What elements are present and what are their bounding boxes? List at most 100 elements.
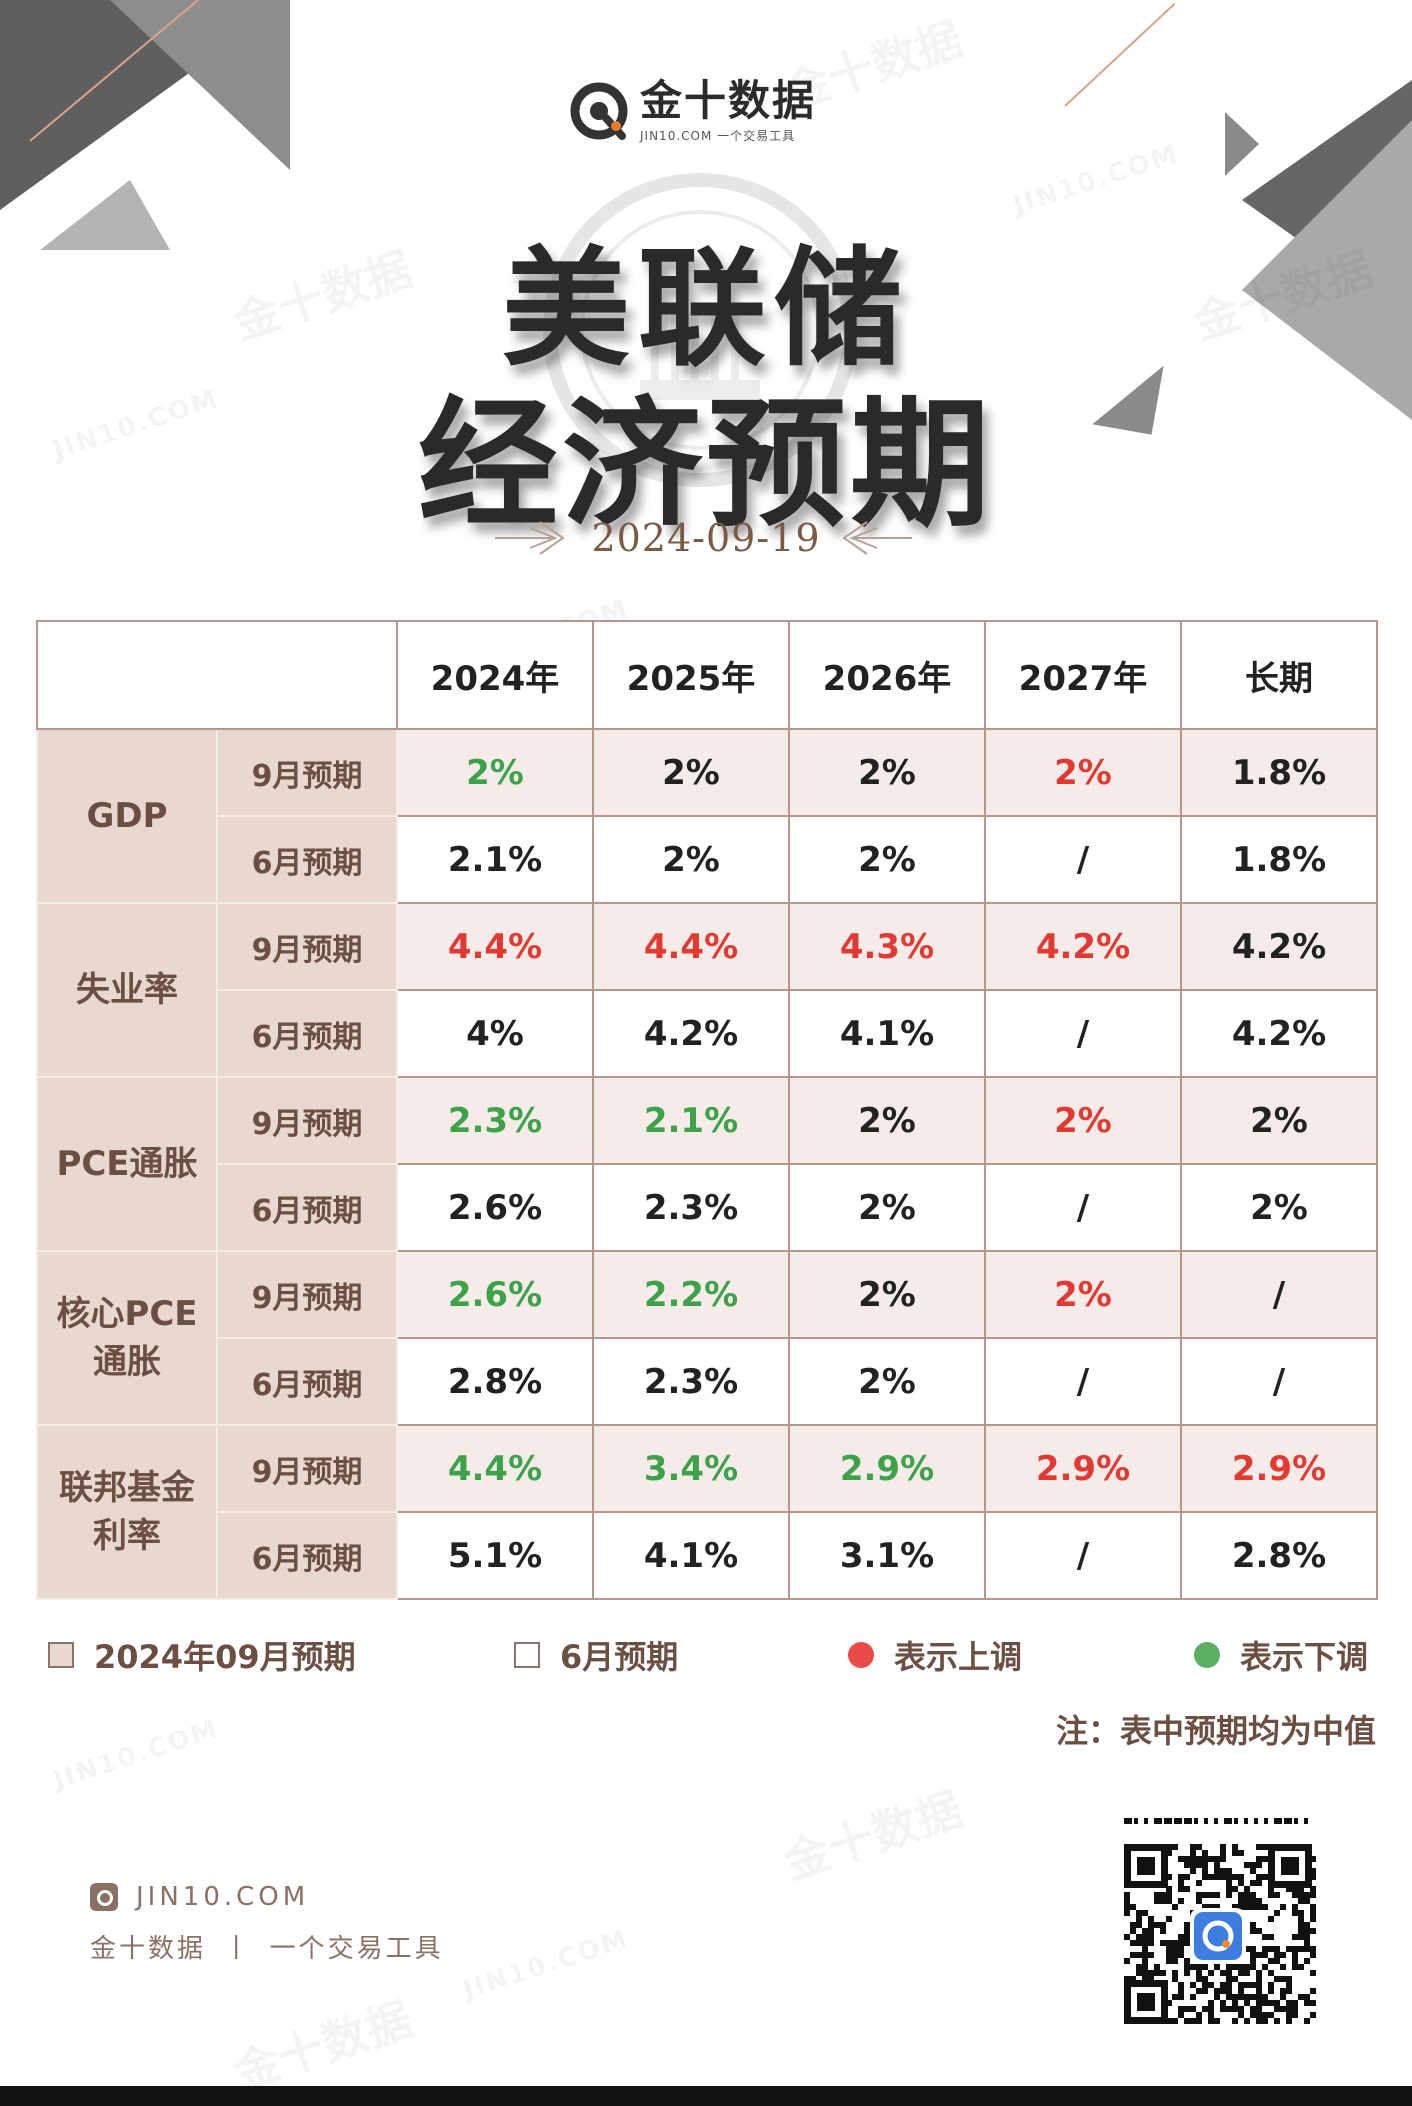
qr-module <box>1142 1964 1148 1970</box>
category-cell: GDP <box>36 728 218 904</box>
qr-module <box>1298 1934 1304 1940</box>
table-row: 6月预期 4% 4.2% 4.1% / 4.2% <box>37 989 1378 1078</box>
qr-module <box>1238 2012 1244 2018</box>
qr-module <box>1190 1844 1196 1850</box>
qr-module <box>1268 1988 1274 1994</box>
value-cell: 4.2% <box>984 902 1182 991</box>
qr-module <box>1292 1958 1298 1964</box>
qr-module <box>1208 1904 1214 1910</box>
qr-module <box>1136 1940 1142 1946</box>
qr-module <box>1292 1964 1298 1970</box>
qr-module <box>1178 1880 1184 1886</box>
qr-module <box>1190 1862 1196 1868</box>
qr-module <box>1254 1818 1258 1824</box>
qr-module <box>1172 1904 1178 1910</box>
qr-module <box>1214 1892 1220 1898</box>
qr-module <box>1232 2018 1238 2024</box>
qr-module <box>1136 1910 1142 1916</box>
qr-module <box>1190 1850 1196 1856</box>
qr-module <box>1142 1976 1148 1982</box>
qr-module <box>1250 1898 1256 1904</box>
qr-module <box>1202 1850 1208 1856</box>
value-cell: 4.4% <box>396 902 594 991</box>
table-row: 6月预期 2.8% 2.3% 2% / / <box>37 1337 1378 1426</box>
qr-module <box>1208 1970 1214 1976</box>
qr-module <box>1196 1988 1202 1994</box>
qr-module <box>1304 1898 1310 1904</box>
qr-module <box>1184 1970 1190 1976</box>
value-cell: 2% <box>788 1250 986 1339</box>
qr-module <box>1274 1818 1282 1824</box>
table-header-row: 2024年 2025年 2026年 2027年 长期 <box>36 620 1378 730</box>
qr-module <box>1196 1862 1202 1868</box>
qr-module <box>1280 1988 1286 1994</box>
qr-module <box>1136 1934 1142 1940</box>
qr-module <box>1124 1958 1130 1964</box>
qr-module <box>1124 1934 1130 1940</box>
qr-module <box>1214 1818 1218 1824</box>
qr-module <box>1208 1982 1214 1988</box>
qr-module <box>1136 1970 1142 1976</box>
footer-brand: 金十数据 <box>90 1934 207 1964</box>
value-cell: 2.8% <box>396 1337 594 1426</box>
qr-module <box>1238 1904 1244 1910</box>
qr-module <box>1298 1898 1304 1904</box>
footer-separator: 丨 <box>223 1934 253 1964</box>
qr-module <box>1274 2018 1280 2024</box>
qr-module <box>1238 1964 1244 1970</box>
qr-module <box>1160 1970 1166 1976</box>
forecast-table: 2024年 2025年 2026年 2027年 长期 GDP 9月预期 2% 2… <box>36 620 1378 1600</box>
value-cell: 2% <box>788 1163 986 1252</box>
qr-module <box>1208 2012 1214 2018</box>
qr-module <box>1244 1818 1248 1824</box>
qr-module <box>1154 1922 1160 1928</box>
qr-module <box>1298 1892 1304 1898</box>
qr-module <box>1238 1850 1244 1856</box>
qr-module <box>1226 1868 1232 1874</box>
qr-module <box>1208 2018 1214 2024</box>
qr-module <box>1310 1952 1316 1958</box>
date-ornament-right <box>842 521 912 555</box>
qr-module <box>1214 1904 1220 1910</box>
qr-module <box>1232 1964 1238 1970</box>
qr-module <box>1220 1868 1226 1874</box>
qr-module <box>1194 1818 1198 1824</box>
qr-module <box>1310 1904 1316 1910</box>
legend-label: 表示上调 <box>894 1638 1023 1676</box>
qr-module <box>1184 1934 1190 1940</box>
qr-code-icon[interactable] <box>1118 1816 1318 2030</box>
qr-module <box>1166 1898 1172 1904</box>
qr-module <box>1208 1874 1214 1880</box>
qr-module <box>1226 1874 1232 1880</box>
value-cell: 2.1% <box>396 815 594 904</box>
qr-module <box>1250 1862 1256 1868</box>
qr-module <box>1214 1856 1220 1862</box>
qr-module <box>1172 2018 1178 2024</box>
qr-module <box>1160 1940 1166 1946</box>
qr-module <box>1142 1958 1148 1964</box>
row-label: 6月预期 <box>216 989 398 1078</box>
qr-module <box>1184 1922 1190 1928</box>
qr-module <box>1226 1892 1232 1898</box>
qr-module <box>1184 2018 1190 2024</box>
qr-module <box>1256 1970 1262 1976</box>
qr-module <box>1250 1982 1256 1988</box>
row-label: 9月预期 <box>216 1424 398 1513</box>
qr-module <box>1280 1952 1286 1958</box>
qr-module <box>1164 1818 1172 1824</box>
qr-module <box>1208 2006 1214 2012</box>
row-label: 9月预期 <box>216 1076 398 1165</box>
qr-module <box>1310 1916 1316 1922</box>
qr-module <box>1310 1856 1316 1862</box>
title-line-2: 经济预期 <box>417 383 994 547</box>
bottom-bar <box>0 2086 1412 2106</box>
legend-label: 6月预期 <box>560 1638 679 1676</box>
qr-module <box>1238 1994 1244 2000</box>
qr-module <box>1232 1976 1238 1982</box>
qr-module <box>1244 2000 1250 2006</box>
qr-module <box>1280 2006 1286 2012</box>
qr-module <box>1184 1818 1192 1824</box>
qr-module <box>1148 1922 1154 1928</box>
row-label: 9月预期 <box>216 1250 398 1339</box>
qr-module <box>1310 1910 1316 1916</box>
